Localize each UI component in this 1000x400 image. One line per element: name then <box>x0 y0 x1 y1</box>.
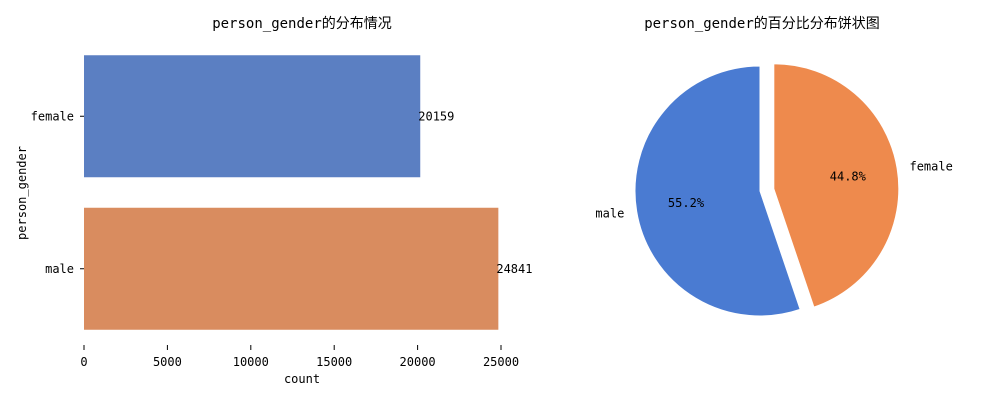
pie-chart: person_gender的百分比分布饼状图 55.2% male 44.8% fem… <box>595 16 953 317</box>
pie-slice-male <box>634 65 801 317</box>
bar-chart: person_gender的分布情况 20159 24841 female male… <box>15 16 532 386</box>
x-tick-label-15000: 15000 <box>316 355 352 369</box>
pie-series: 55.2% male 44.8% female <box>595 63 953 317</box>
bar-series: 20159 24841 <box>84 55 532 330</box>
y-tick-label-female: female <box>31 109 74 123</box>
bar-y-axis-label: person_gender <box>15 146 29 240</box>
bar-male <box>84 207 499 330</box>
pie-category-label-female: female <box>909 159 952 173</box>
pie-chart-title: person_gender的百分比分布饼状图 <box>644 16 880 32</box>
y-tick-label-male: male <box>45 262 74 276</box>
x-tick-label-20000: 20000 <box>400 355 436 369</box>
x-tick-label-0: 0 <box>80 355 87 369</box>
pie-pct-label-female: 44.8% <box>830 170 867 184</box>
bar-female <box>84 55 421 178</box>
bar-x-axis-label: count <box>284 372 320 386</box>
pie-pct-label-male: 55.2% <box>668 196 705 210</box>
bar-value-label-male: 24841 <box>496 262 532 276</box>
pie-category-label-male: male <box>595 206 624 220</box>
x-tick-label-25000: 25000 <box>483 355 519 369</box>
bar-y-axis: female male <box>31 109 84 276</box>
bar-x-axis: 0 5000 10000 15000 20000 25000 <box>80 345 519 369</box>
x-tick-label-10000: 10000 <box>233 355 269 369</box>
x-tick-label-5000: 5000 <box>153 355 182 369</box>
bar-value-label-female: 20159 <box>418 109 454 123</box>
pie-slice-female <box>773 63 900 308</box>
bar-chart-title: person_gender的分布情况 <box>212 16 392 32</box>
